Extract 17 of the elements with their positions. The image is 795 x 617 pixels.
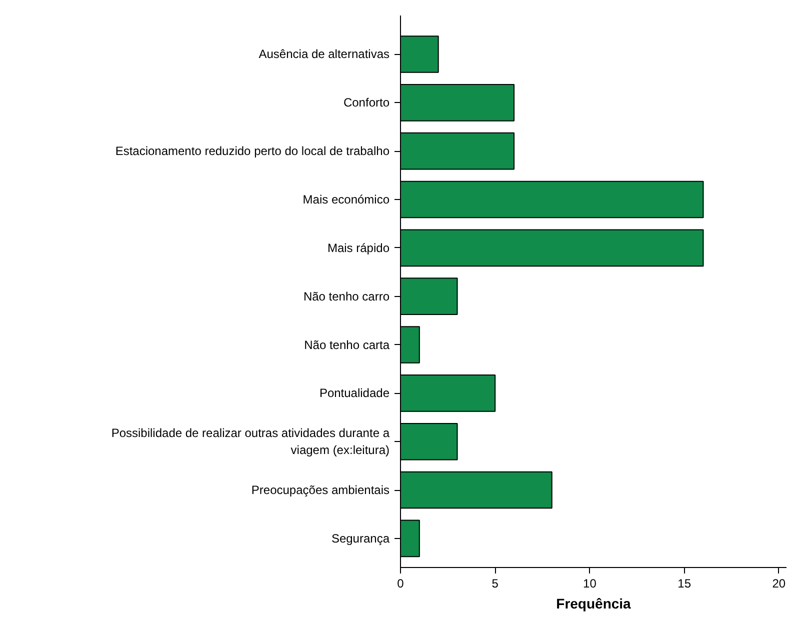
y-tick-label: Não tenho carro	[303, 289, 390, 304]
x-tick-label: 20	[772, 576, 786, 590]
y-tick-label: Ausência de alternativas	[258, 47, 390, 62]
y-tick-label: Conforto	[343, 96, 390, 110]
y-tick-label: Mais económico	[302, 192, 390, 206]
x-tick-label: 15	[678, 576, 692, 590]
x-tick-label: 10	[583, 576, 597, 590]
y-tick-label: Segurança	[331, 531, 390, 546]
x-tick-label: 5	[492, 576, 499, 590]
y-tick-label: Possibilidade de realizar outras atividades durante a viagem (ex:leitura)	[111, 426, 390, 458]
y-tick-label: Preocupações ambientais	[251, 483, 390, 498]
y-tick-label: Não tenho carta	[304, 338, 390, 352]
y-tick-label: Pontualidade	[319, 386, 390, 400]
y-tick-label: Estacionamento reduzido perto do local de trabalho	[115, 144, 390, 158]
x-axis-title: Frequência	[556, 596, 632, 612]
x-tick-label: 0	[397, 576, 404, 590]
y-tick-label: Mais rápido	[327, 240, 390, 255]
